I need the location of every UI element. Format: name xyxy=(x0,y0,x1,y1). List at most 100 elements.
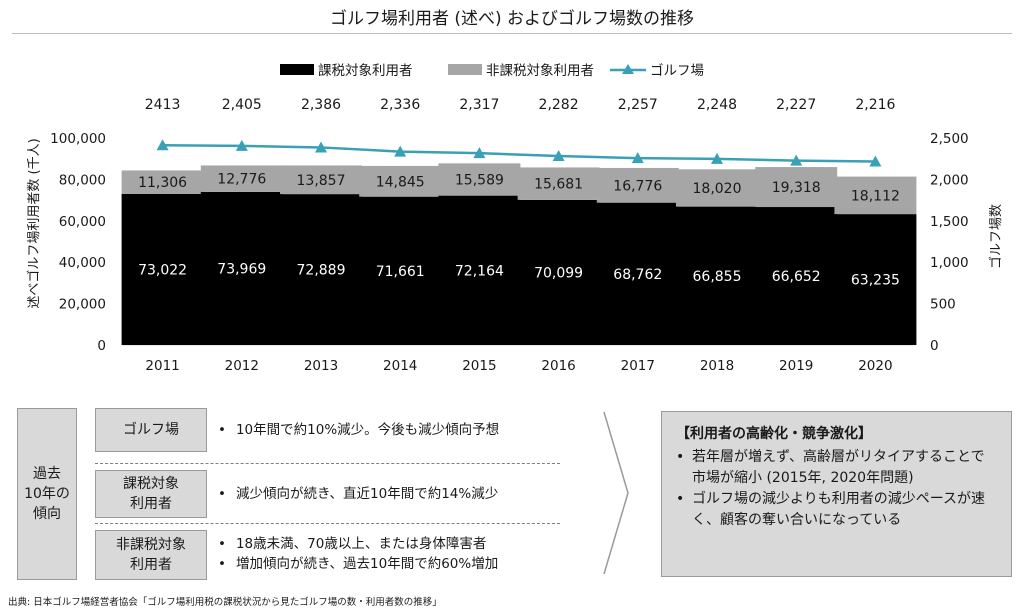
row-label-nontaxable-users: 非課税対象 利用者 xyxy=(95,530,207,580)
line-data-label: 2,405 xyxy=(222,97,262,113)
bar-nontaxable xyxy=(755,167,838,208)
bar-taxable-label: 73,022 xyxy=(138,262,187,278)
line-golf-courses xyxy=(162,143,876,163)
x-tick-label: 2014 xyxy=(383,358,417,374)
bar-taxable xyxy=(280,194,362,345)
row-label-golf-courses: ゴルフ場 xyxy=(95,408,207,452)
line-data-label: 2413 xyxy=(145,97,181,113)
line-data-label: 2,257 xyxy=(618,97,658,113)
y2-tick-label: 2,000 xyxy=(930,172,969,188)
bar-nontaxable-label: 14,845 xyxy=(376,174,425,190)
bar-taxable-label: 70,099 xyxy=(534,265,583,281)
line-data-label: 2,317 xyxy=(459,97,499,113)
bar-taxable-label: 66,652 xyxy=(772,269,821,285)
x-tick-label: 2015 xyxy=(462,358,496,374)
bullet-taxable-users-1: 減少傾向が続き、直近10年間で約14%減少 xyxy=(218,484,498,504)
bar-nontaxable xyxy=(834,176,917,215)
chart-title: ゴルフ場利用者 (述べ) およびゴルフ場数の推移 xyxy=(329,9,695,29)
bar-taxable xyxy=(200,191,283,345)
row-label-taxable-users: 課税対象 利用者 xyxy=(95,470,207,518)
y-tick-label: 20,000 xyxy=(59,297,106,313)
legend-taxable-swatch xyxy=(280,64,314,75)
bar-nontaxable xyxy=(517,167,600,200)
x-tick-label: 2020 xyxy=(858,358,892,374)
row-text-golf-courses: 10年間で約10%減少。今後も減少傾向予想 xyxy=(218,420,499,440)
x-tick-label: 2011 xyxy=(145,358,179,374)
legend-taxable-label: 課税対象利用者 xyxy=(318,63,413,79)
bar-taxable xyxy=(121,193,204,345)
bar-nontaxable xyxy=(359,165,442,197)
bar-taxable-label: 63,235 xyxy=(851,273,900,289)
bar-taxable-label: 73,969 xyxy=(217,261,266,277)
bar-nontaxable-label: 18,112 xyxy=(851,188,900,204)
legend-nontaxable-swatch xyxy=(448,64,482,75)
source-note: 出典: 日本ゴルフ場経営者協会「ゴルフ場利用税の課税状況から見たゴルフ場の数・利… xyxy=(8,597,442,608)
legend-nontaxable-label: 非課税対象利用者 xyxy=(486,63,594,79)
chevron-right-icon xyxy=(603,411,629,575)
y-axis-title: 述べゴルフ場利用者数 (千人) xyxy=(26,138,42,308)
point-golf-courses xyxy=(869,155,882,167)
bar-taxable xyxy=(517,199,600,345)
bar-nontaxable-label: 15,681 xyxy=(534,177,583,193)
line-data-label: 2,227 xyxy=(776,97,816,113)
bar-nontaxable-label: 19,318 xyxy=(772,180,821,196)
point-golf-courses xyxy=(631,152,644,164)
line-data-label: 2,216 xyxy=(855,97,895,113)
x-tick-label: 2018 xyxy=(700,358,734,374)
title-divider xyxy=(12,33,1012,34)
y2-axis-title: ゴルフ場数 xyxy=(988,204,1004,269)
bullet-nontaxable-users-2: 増加傾向が続き、過去10年間で約60%増加 xyxy=(218,554,498,574)
y-tick-label: 0 xyxy=(97,338,106,354)
bar-taxable xyxy=(596,202,679,345)
y-tick-label: 40,000 xyxy=(59,255,106,271)
bar-nontaxable xyxy=(438,163,521,196)
point-golf-courses xyxy=(473,147,486,159)
line-data-label: 2,282 xyxy=(539,97,579,113)
bar-taxable-label: 72,164 xyxy=(455,263,504,279)
bar-nontaxable-label: 12,776 xyxy=(217,172,266,188)
y2-tick-label: 2,500 xyxy=(930,131,969,147)
x-tick-label: 2013 xyxy=(304,358,338,374)
bar-nontaxable xyxy=(280,165,362,195)
bar-nontaxable xyxy=(596,167,679,203)
point-golf-courses xyxy=(552,150,565,162)
trend-panel: 過去 10年の 傾向 ゴルフ場 10年間で約10%減少。今後も減少傾向予想 課税… xyxy=(0,400,1024,600)
conclusion-bullet-2: ゴルフ場の減少よりも利用者の減少ペースが速く、顧客の奪い合いになっている xyxy=(676,489,997,531)
trend-side-label: 過去 10年の 傾向 xyxy=(17,408,77,580)
bullet-nontaxable-users-1: 18歳未満、70歳以上、または身体障害者 xyxy=(218,534,498,554)
bar-nontaxable xyxy=(200,165,283,192)
bar-taxable xyxy=(359,196,442,345)
bar-nontaxable-label: 18,020 xyxy=(693,181,742,197)
y2-tick-label: 1,500 xyxy=(930,214,969,230)
point-golf-courses xyxy=(711,152,723,164)
golf-chart: 課税対象利用者 非課税対象利用者 ゴルフ場 0 20,000 40,000 60,000 80… xyxy=(26,62,1004,374)
y2-tick-label: 1,000 xyxy=(930,255,969,271)
x-tick-label: 2017 xyxy=(621,358,655,374)
row-text-taxable-users: 減少傾向が続き、直近10年間で約14%減少 xyxy=(218,484,498,504)
bar-nontaxable xyxy=(121,170,204,194)
conclusion-box: 【利用者の高齢化・競争激化】 若年層が増えず、高齢層がリタイアすることで市場が縮… xyxy=(661,411,1012,577)
point-golf-courses xyxy=(790,154,803,166)
bar-nontaxable-label: 11,306 xyxy=(138,175,187,191)
point-golf-courses xyxy=(315,141,327,153)
point-golf-courses xyxy=(156,139,169,151)
bar-taxable-label: 66,855 xyxy=(693,269,742,285)
legend-golf-courses-label: ゴルフ場 xyxy=(650,62,704,79)
x-tick-label: 2019 xyxy=(779,358,813,374)
x-tick-label: 2016 xyxy=(541,358,575,374)
bar-nontaxable xyxy=(676,169,758,207)
bar-nontaxable-label: 13,857 xyxy=(297,173,346,189)
point-golf-courses xyxy=(394,145,407,157)
row-text-nontaxable-users: 18歳未満、70歳以上、または身体障害者 増加傾向が続き、過去10年間で約60%… xyxy=(218,534,498,574)
bar-taxable xyxy=(755,207,838,345)
y-tick-label: 60,000 xyxy=(59,214,106,230)
conclusion-heading: 【利用者の高齢化・競争激化】 xyxy=(676,426,872,442)
y-tick-label: 80,000 xyxy=(59,172,106,188)
bar-nontaxable-label: 16,776 xyxy=(613,178,662,194)
y2-tick-label: 0 xyxy=(930,338,939,354)
bar-taxable-label: 72,889 xyxy=(297,263,346,279)
bar-taxable-label: 68,762 xyxy=(613,267,662,283)
line-data-label: 2,336 xyxy=(380,97,420,113)
bar-taxable-label: 71,661 xyxy=(376,264,425,280)
bullet-golf-courses-1: 10年間で約10%減少。今後も減少傾向予想 xyxy=(218,420,499,440)
